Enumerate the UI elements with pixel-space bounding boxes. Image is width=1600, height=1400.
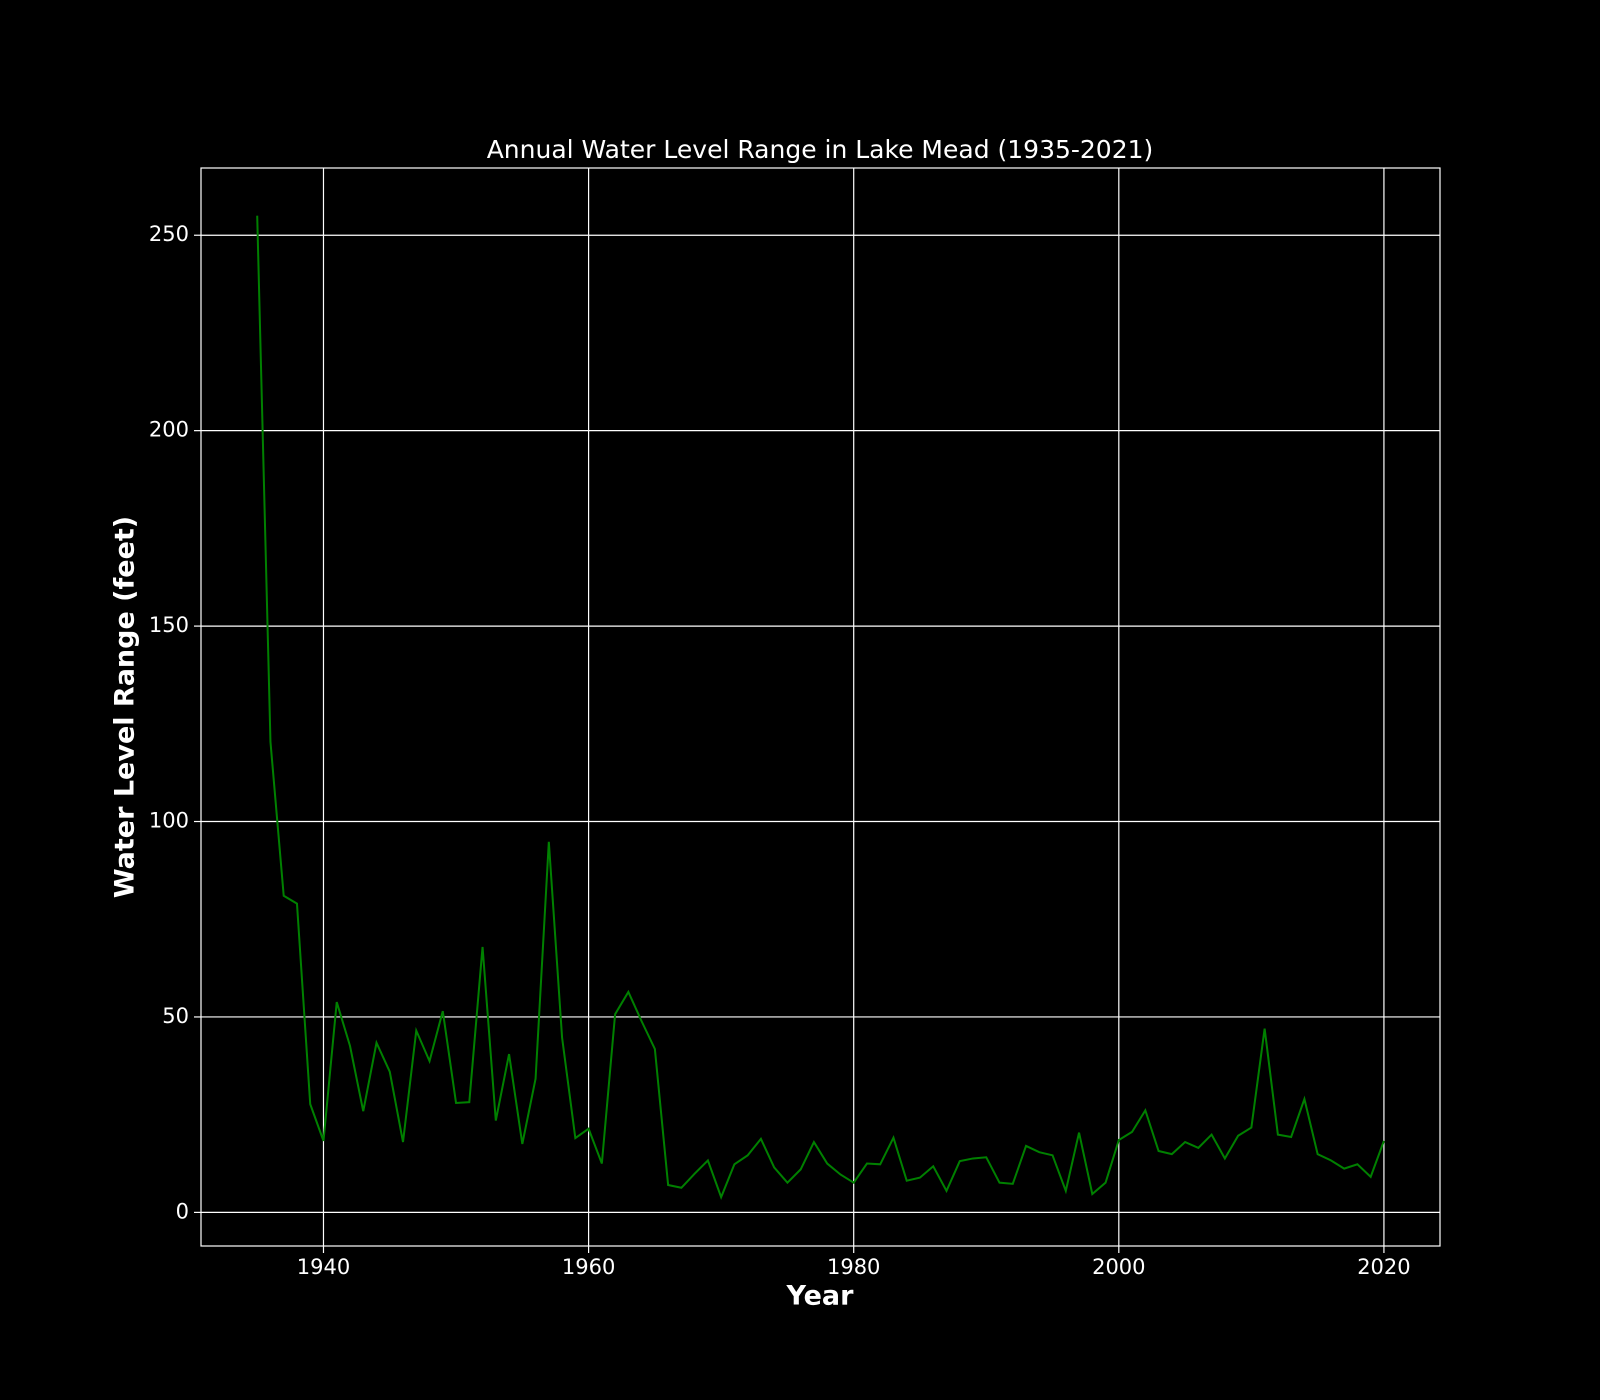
y-tick-label: 150 [149,613,189,637]
x-tick-label: 1980 [827,1255,880,1279]
plot-frame [200,167,1441,1247]
x-tick-label: 1960 [562,1255,615,1279]
y-axis-label: Water Level Range (feet) [110,516,141,898]
y-tick-label: 0 [176,1199,189,1223]
chart-title: Annual Water Level Range in Lake Mead (1… [487,135,1154,164]
y-tick-label: 200 [149,418,189,442]
y-tick-label: 250 [149,222,189,246]
x-axis-label: Year [786,1281,855,1312]
x-tick-label: 1940 [297,1255,350,1279]
x-tick-label: 2020 [1357,1255,1410,1279]
y-tick-label: 50 [162,1004,189,1028]
x-tick-label: 2000 [1092,1255,1145,1279]
y-tick-label: 100 [149,809,189,833]
data-line [256,215,1385,1200]
